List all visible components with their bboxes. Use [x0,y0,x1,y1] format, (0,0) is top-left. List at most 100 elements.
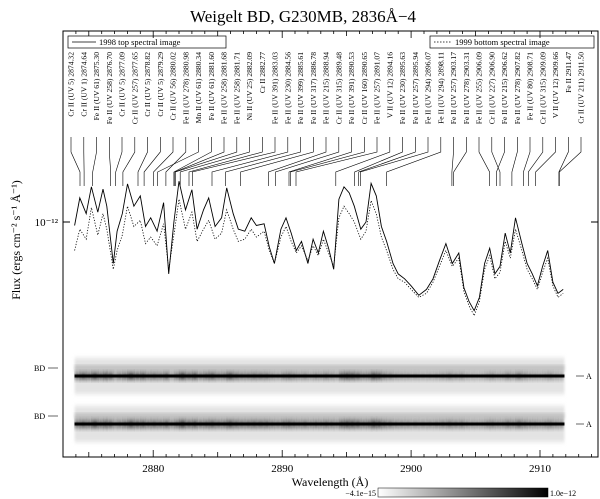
line-id-leader [528,137,544,186]
line-id: Fe II (UV 61) 2875.30 [92,52,101,186]
line-id: Cr II (UV 257) 2877.65 [122,52,139,186]
legend: 1998 top spectral image 1999 bottom spec… [67,35,595,49]
image-upper-band [74,366,565,370]
line-id-leader [70,137,81,186]
spectral-images: BD A BD A [34,358,592,442]
line-id-label: Fe II (UV 257) 2895.94 [411,52,420,124]
line-id-leader [288,137,352,186]
line-id-leader [523,137,531,186]
line-id-leader [360,137,429,186]
line-id-label: Fe II (UV 278) 2903.31 [462,52,471,124]
x-axis: 2880 2890 2900 2910 [62,31,592,475]
spectral-image-top: BD A [34,358,592,394]
y-tick-label: 10⁻¹² [35,217,59,229]
line-id-label: Fe II (UV 80) 2908.71 [526,52,535,121]
x-tick-label: 2900 [400,463,423,475]
line-id-leader [157,137,199,186]
line-id-label: Cr II (UV 5) 2878.82 [143,52,152,117]
line-id: Cr II (UV 56) 2880.02 [153,52,178,186]
x-tick-label: 2910 [529,463,552,475]
line-id-label: Cr II (UV 211) 2911.50 [577,52,586,124]
line-identifications: Cr II (UV 5) 2874.32 Cr II (UV 1) 2874.64… [67,52,586,186]
line-id: Fe II (UV 257) 2891.07 [295,52,382,186]
line-id-label: Mn II (UV 61) 2880.34 [194,52,203,124]
line-id-label: Fe II (UV 258) 2881.68 [220,52,229,124]
line-id: Fe II (UV 278) 2907.82 [511,52,522,186]
line-id: Fe II (UV 215) 2888.94 [268,52,331,186]
colorbar-gradient [377,487,549,498]
legend-entry-1998: 1998 top spectral image [99,37,181,47]
line-id: Fe II (UV 257) 2903.17 [449,52,458,186]
line-id: Cr II (UV 211) 2911.50 [559,52,586,186]
line-id: Cr II (UV 5) 2877.09 [115,52,127,186]
line-id-label: Cr II (UV 5) 2877.09 [118,52,127,117]
y-axis-label: Flux (ergs cm⁻² s⁻¹ Å⁻¹) [9,180,23,300]
line-id-label: Ni II (UV 25) 2882.09 [245,52,254,121]
line-id: V II (UV 12) 2894.16 [335,52,394,186]
line-id-leader [225,137,301,186]
line-id-leader [174,137,225,186]
line-id-label: Cr II (UV 56) 2880.02 [169,52,178,121]
series-layer [74,181,564,317]
line-id-leader [295,137,378,186]
line-id-label: Fe II (UV 399) 2885.61 [296,52,305,124]
line-id-label: Fe II (UV 278) 2880.98 [181,52,190,124]
line-id-label: Cr II (UV 227) 2906.90 [487,52,496,124]
series-line-1999 [74,199,564,317]
line-id-leader [290,137,365,186]
line-id: Cr II 2882.77 [188,52,267,186]
image-core [74,374,565,378]
line-id-label: Cr II (UV 5) 2874.32 [67,52,76,117]
line-id: Cr II (UV 160) 2890.65 [290,52,369,186]
line-id-leader [558,137,569,186]
line-id: Cr II (UV 315) 2889.48 [275,52,343,186]
line-id: Fe II (UV 317) 2886.78 [240,52,318,186]
line-id-leader [92,137,97,186]
line-id-label: Cr II (UV 5) 2879.29 [156,52,165,117]
x-tick-label: 2890 [271,463,294,475]
line-id-leader [143,137,161,186]
line-id-label: Fe II (UV 215) 2906.62 [500,52,509,124]
line-id: Fe II (UV 61) 2881.60 [173,52,216,186]
line-id-leader [211,137,289,186]
line-id-label: Cr II (UV 160) 2890.65 [360,52,369,124]
line-id-leader [122,137,136,186]
line-id-leader [109,137,111,186]
image-right-label: A [586,420,592,429]
series-line-1998 [74,181,564,312]
plot-frame [62,30,599,458]
line-id: Fe II (UV 215) 2906.62 [496,52,509,186]
spectral-image-bottom: BD A [34,406,592,442]
line-id-leader [535,137,556,186]
line-id: Fe II (UV 294) 2898.11 [386,52,445,186]
line-id: Fe II (UV 255) 2906.09 [475,52,490,186]
line-id: Fe II (UV 294) 2896.07 [360,52,433,186]
line-id-leader [358,137,416,186]
line-id: Fe II (UV 278) 2903.31 [453,52,471,186]
line-id-label: Fe II (UV 317) 2886.78 [309,52,318,124]
line-id: V II (UV 12) 2909.66 [535,52,560,186]
line-id: Cr II (UV 315) 2909.09 [528,52,547,186]
line-id: Ni II (UV 25) 2882.09 [179,52,254,186]
line-id: Fe II (UV 391) 2883.03 [192,52,280,186]
line-id-leader [496,137,505,186]
line-id-label: Fe II (UV 294) 2896.07 [424,52,433,124]
line-id-leader [153,137,174,186]
line-id: Fe II (UV 230) 2895.63 [354,52,407,186]
line-id: Mn II (UV 61) 2880.34 [157,52,203,186]
line-id-leader [451,137,454,186]
line-id-label: Fe II (UV 278) 2907.82 [513,52,522,124]
line-id-leader [240,137,314,186]
line-id-leader [173,137,212,186]
line-id-leader [175,137,238,186]
line-id: Fe II (UV 258) 2876.70 [105,52,114,186]
line-id-label: Fe II (UV 258) 2876.70 [105,52,114,124]
line-id-label: Fe II (UV 391) 2883.03 [271,52,280,124]
line-id-label: Fe II (UV 215) 2888.94 [322,52,331,124]
line-id-label: V II (UV 12) 2909.66 [551,52,560,118]
line-id-leader [491,137,501,186]
line-id-label: Fe II (UV 258) 2881.71 [232,52,241,124]
line-id-leader [511,137,518,186]
x-axis-label: Wavelength (Å) [292,475,369,489]
image-core [74,422,565,426]
